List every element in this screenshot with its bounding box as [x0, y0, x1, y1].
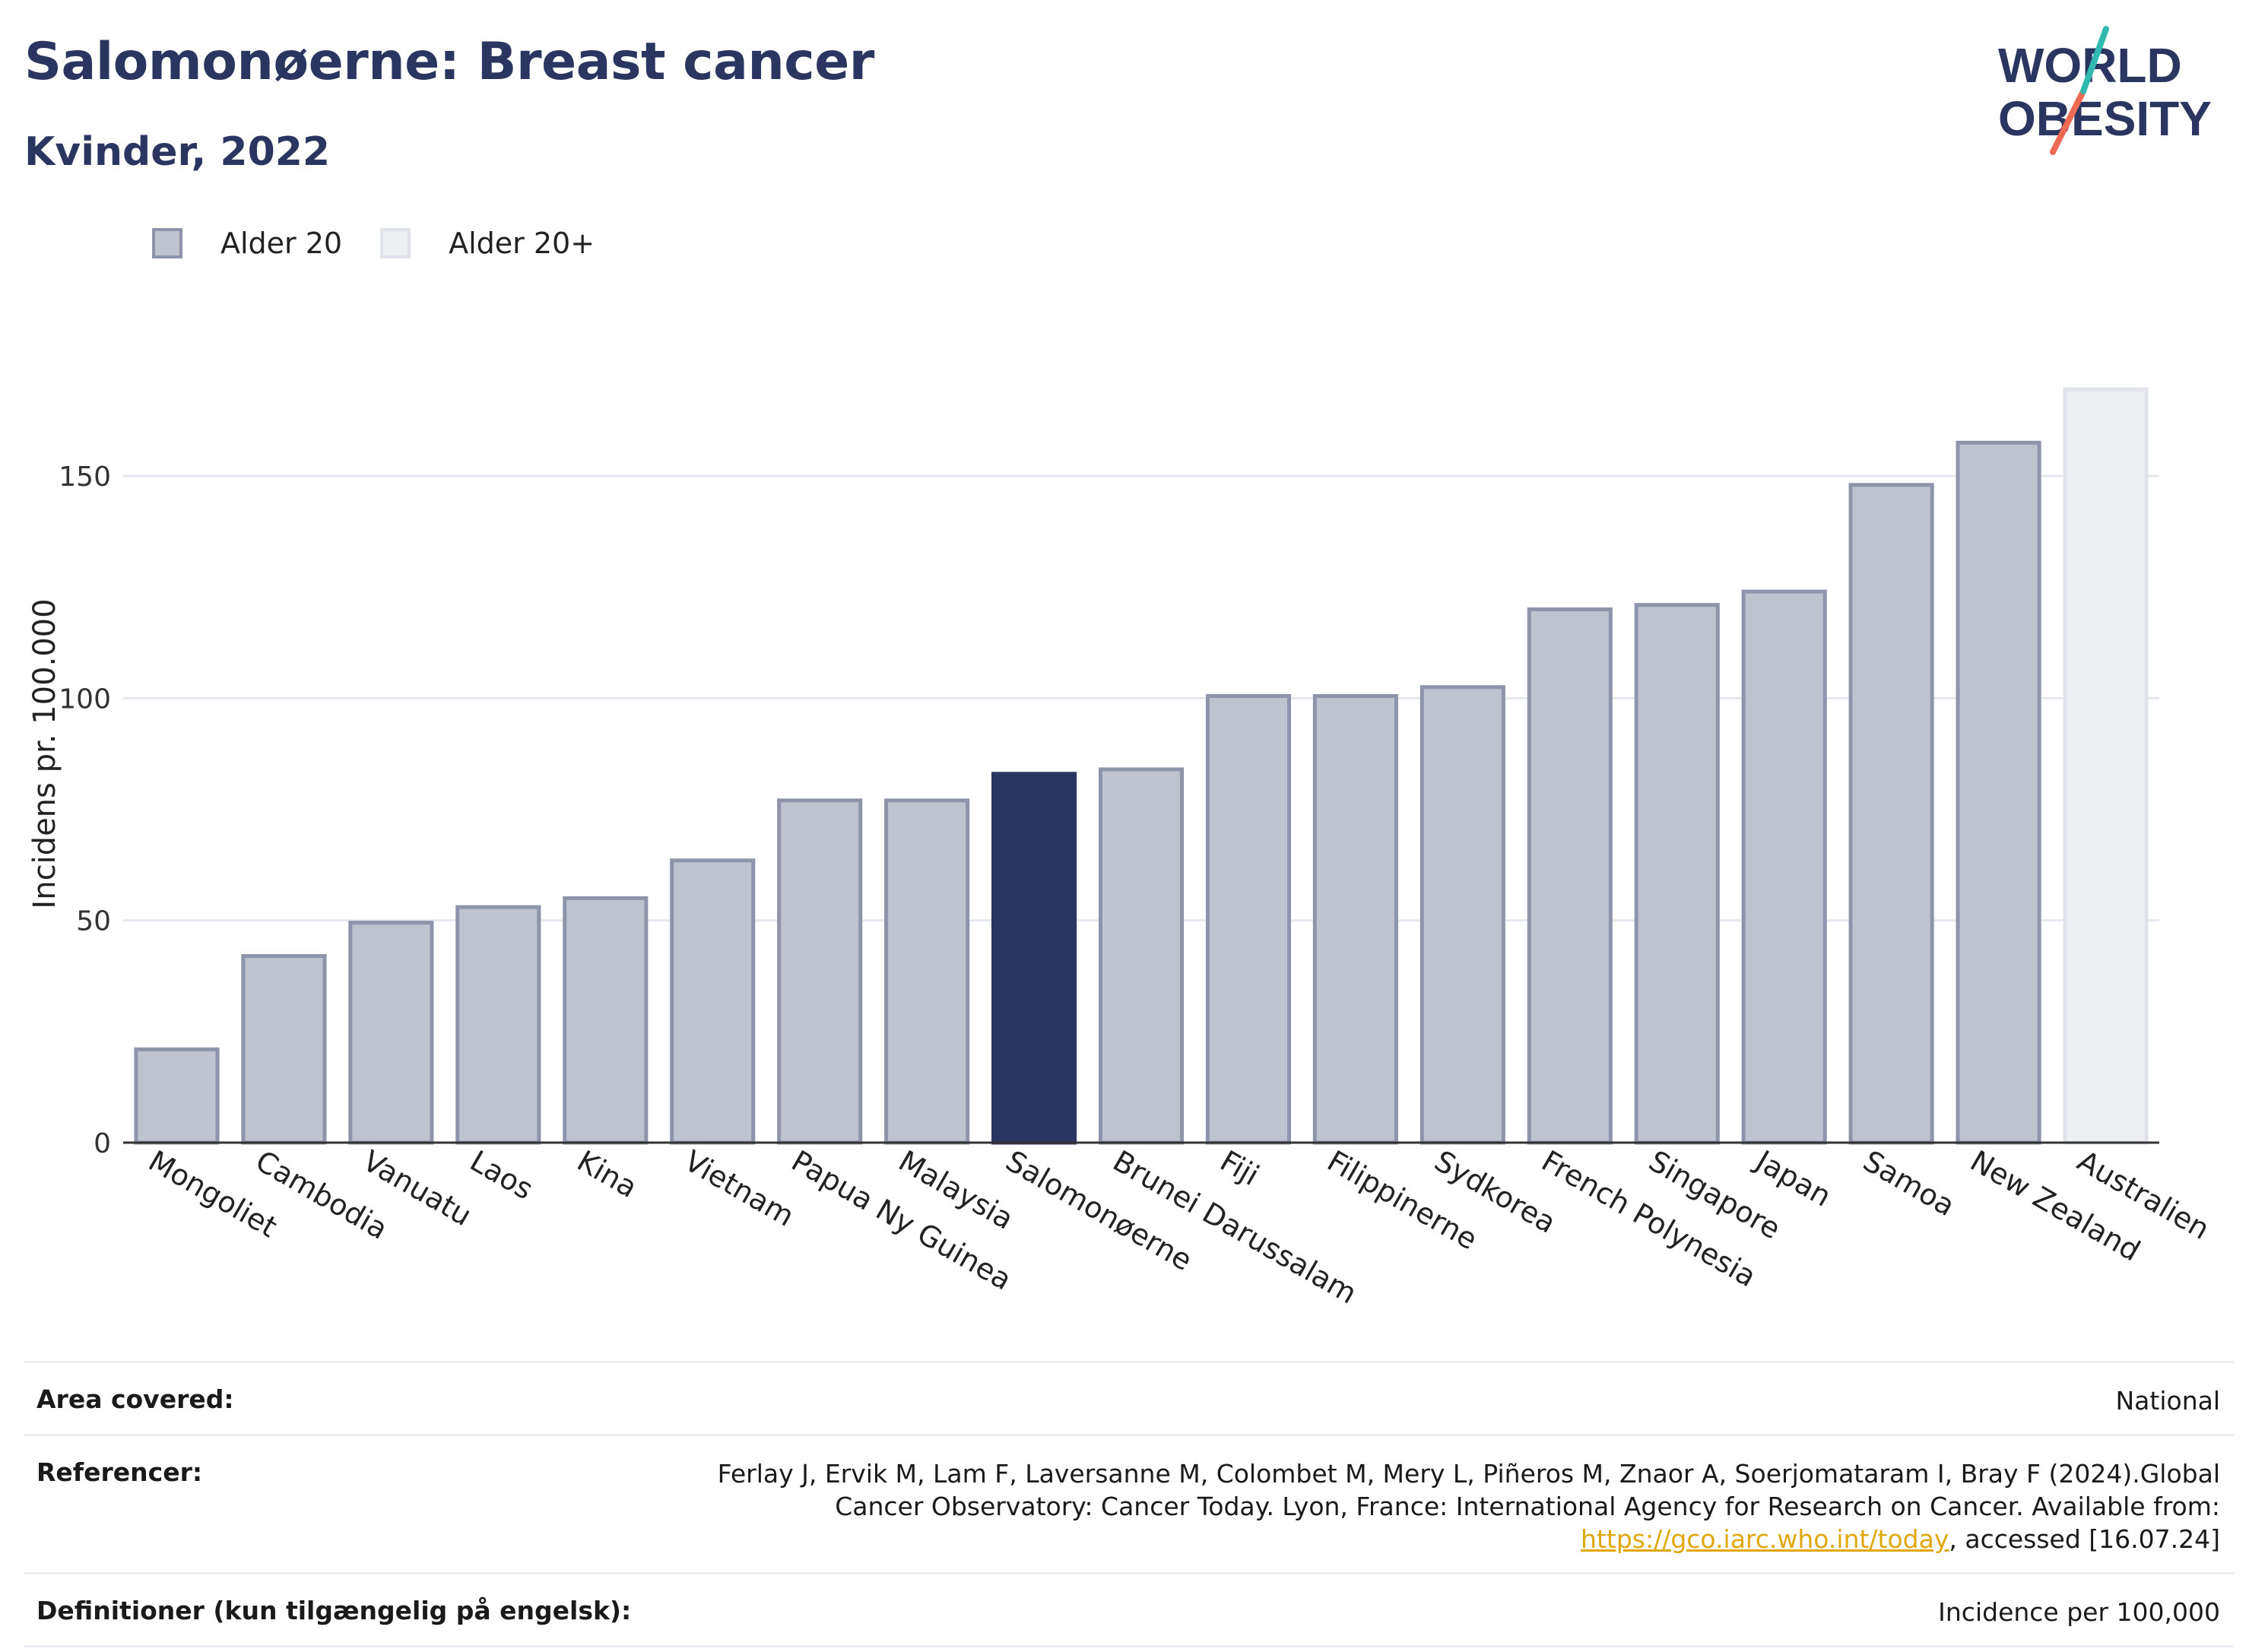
bar-laos — [455, 905, 541, 1145]
bar-malaysia — [884, 798, 970, 1145]
definitions-label: Definitioner (kun tilgængelig på engelsk… — [36, 1596, 632, 1625]
x-tick-label: Laos — [465, 1144, 539, 1206]
chart-subtitle: Kvinder, 2022 — [24, 129, 331, 175]
world-obesity-logo: WORLD OBESITY — [1998, 26, 2212, 155]
info-table: Area covered: National Referencer: Ferla… — [24, 1361, 2234, 1647]
references-accessed: , accessed [16.07.24] — [1949, 1524, 2220, 1554]
bar-salomonøerne — [991, 772, 1077, 1145]
info-row-references: Referencer: Ferlay J, Ervik M, Lam F, La… — [24, 1434, 2234, 1572]
area-value: National — [2115, 1386, 2220, 1416]
y-tick-label: 100 — [59, 683, 111, 715]
bar-samoa — [1848, 483, 1934, 1145]
bar-japan — [1741, 589, 1827, 1145]
logo-line2: OBESITY — [1998, 91, 2212, 146]
bar-singapore — [1634, 603, 1720, 1145]
bar-papua-ny-guinea — [777, 798, 863, 1145]
legend-swatch-alder-20-plus — [380, 228, 411, 258]
y-tick-label: 150 — [59, 461, 111, 493]
bar-french-polynesia — [1527, 607, 1613, 1145]
references-link[interactable]: https://gco.iarc.who.int/today — [1581, 1524, 1949, 1554]
definitions-value: Incidence per 100,000 — [1938, 1597, 2220, 1627]
area-label: Area covered: — [36, 1384, 234, 1414]
bar-filippinerne — [1312, 694, 1398, 1145]
x-tick-label: Kina — [572, 1144, 643, 1205]
chart-title: Salomonøerne: Breast cancer — [24, 32, 874, 92]
x-tick-label: Fiji — [1214, 1144, 1264, 1192]
references-value: Ferlay J, Ervik M, Lam F, Laversanne M, … — [623, 1457, 2220, 1555]
y-tick-label: 0 — [94, 1128, 111, 1159]
y-axis-label: Incidens pr. 100.000 — [27, 598, 62, 908]
bar-vanuatu — [348, 921, 434, 1145]
legend-label-alder-20: Alder 20 — [220, 227, 343, 260]
x-tick-label: Samoa — [1857, 1144, 1960, 1223]
info-row-area: Area covered: National — [24, 1361, 2234, 1434]
bar-vietnam — [670, 858, 756, 1145]
bar-sydkorea — [1420, 685, 1505, 1145]
bar-mongoliet — [134, 1047, 220, 1145]
legend-item-alder-20-plus[interactable]: Alder 20+ — [380, 227, 595, 260]
bar-brunei-darussalam — [1098, 767, 1185, 1145]
legend-label-alder-20-plus: Alder 20+ — [449, 227, 595, 260]
bar-kina — [563, 896, 649, 1145]
y-tick-label: 50 — [76, 906, 111, 937]
legend-swatch-alder-20 — [152, 228, 182, 258]
x-tick-label: Vietnam — [679, 1144, 800, 1233]
chart-legend: Alder 20 Alder 20+ — [152, 227, 633, 260]
references-label: Referencer: — [36, 1457, 203, 1487]
x-tick-label: Salomonøerne — [1001, 1144, 1198, 1277]
bar-fiji — [1205, 694, 1292, 1145]
bar-australien — [2063, 387, 2149, 1145]
references-text: Ferlay J, Ervik M, Lam F, Laversanne M, … — [717, 1459, 2220, 1521]
bar-new-zealand — [1956, 440, 2041, 1145]
legend-item-alder-20[interactable]: Alder 20 — [152, 227, 342, 260]
bar-cambodia — [241, 953, 327, 1145]
info-row-definitions: Definitioner (kun tilgængelig på engelsk… — [24, 1572, 2234, 1647]
